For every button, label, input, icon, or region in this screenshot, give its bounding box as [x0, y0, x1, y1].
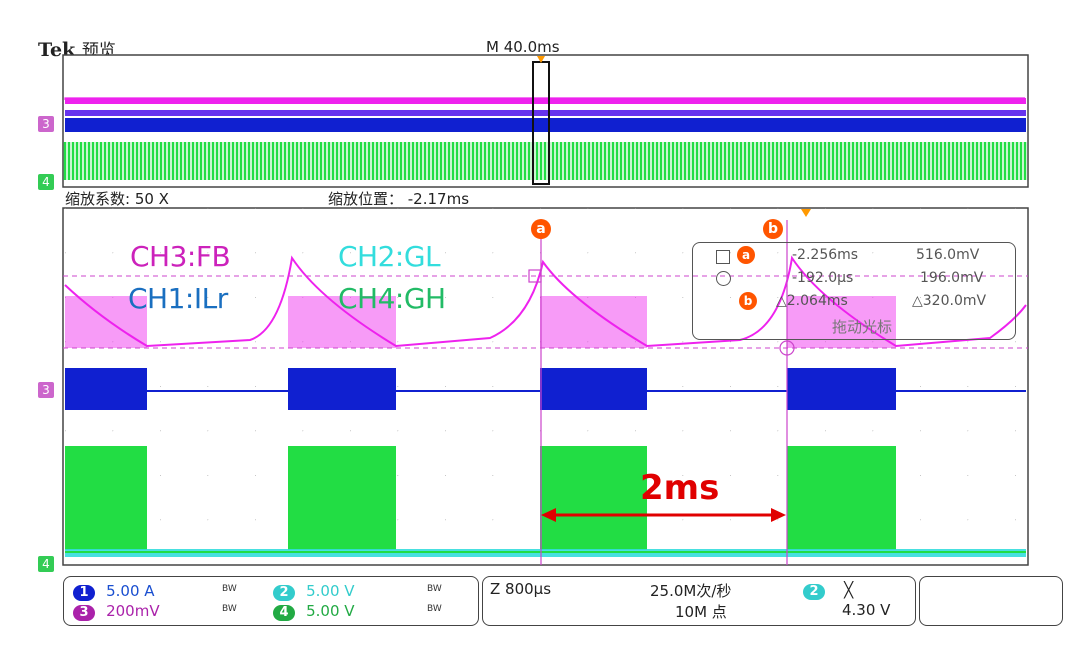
readout-badge-a: a [737, 246, 755, 264]
cursor-readout-panel[interactable] [692, 242, 1016, 340]
trigger-chip: 2 [803, 584, 825, 600]
trigger-position-icon [537, 56, 545, 63]
arrow-right-icon [771, 508, 786, 522]
ch1-burst-1 [288, 368, 396, 410]
ch2-chip: 2 [273, 585, 295, 601]
timebase-readout: M 40.0ms [486, 38, 560, 56]
drag-cursor-hint: 拖动光标 [832, 318, 893, 336]
ch4-annotation: CH4:GH [338, 282, 446, 315]
readout-delta-time: △2.064ms [776, 293, 848, 309]
readout-volt-b: 196.0mV [920, 270, 984, 286]
ch3-noise-band-2 [540, 296, 647, 348]
ch2-bw-icon: BW [427, 584, 442, 594]
ch3-marker[interactable]: 3 [38, 382, 54, 398]
ch3-setting[interactable]: 3 200mV [73, 601, 160, 621]
cursor-a-square-icon [528, 269, 542, 283]
ch1-chip: 1 [73, 585, 95, 601]
overview-ch4-trace [63, 142, 1027, 180]
ch1-burst-3 [787, 368, 896, 410]
interval-annotation: 2ms [640, 468, 720, 508]
cursor-b-badge[interactable]: b [763, 219, 783, 239]
ch2-annotation: CH2:GL [338, 240, 441, 273]
ch3-chip: 3 [73, 605, 95, 621]
trigger-level: 4.30 V [842, 601, 891, 619]
channel-settings-panel[interactable] [63, 576, 479, 626]
ch1-annotation: CH1:ILr [128, 282, 228, 315]
zoom-factor-label: 缩放系数: 50 X [65, 190, 169, 208]
trigger-slope-icon: ╳ [844, 581, 854, 599]
ch3-annotation: CH3:FB [130, 240, 231, 273]
overview-waveforms [63, 97, 1027, 180]
zoom-position-label: 缩放位置： -2.17ms [328, 190, 470, 208]
readout-time-b: -192.0μs [792, 270, 854, 286]
empty-panel[interactable] [919, 576, 1063, 626]
ch4-scale: 5.00 V [306, 602, 355, 620]
trigger-setting[interactable]: 2 ╳ [803, 580, 853, 600]
ch4-marker[interactable]: 4 [38, 556, 54, 572]
ch4-setting[interactable]: 4 5.00 V [273, 601, 355, 621]
ch3-fb-trace [64, 255, 1027, 348]
ch4-burst-0 [65, 446, 147, 550]
zoom-scale: Z 800μs [490, 580, 552, 598]
record-length: 10M 点 [675, 603, 727, 621]
ch1-bw-icon: BW [222, 584, 237, 594]
ch4-burst-1 [288, 446, 396, 550]
ch3-noise-band-1 [288, 296, 396, 348]
overview-ch1-band [65, 118, 1026, 132]
ch1-setting[interactable]: 1 5.00 A [73, 581, 155, 601]
ch3-scale: 200mV [106, 602, 160, 620]
overview-ch3-band [65, 98, 1026, 104]
ch1-burst-2 [540, 368, 647, 410]
cursor-b-circle-icon [779, 340, 795, 356]
square-cursor-icon [716, 250, 730, 264]
ch4-bw-icon: BW [427, 604, 442, 614]
arrow-left-icon [541, 508, 556, 522]
ch3-noise-band-0 [65, 296, 147, 348]
ch2-scale: 5.00 V [306, 582, 355, 600]
ch4-chip: 4 [273, 605, 295, 621]
ch4-burst-3 [787, 446, 896, 550]
main-waveforms [64, 255, 1027, 557]
ch1-burst-0 [65, 368, 147, 410]
readout-badge-b: b [739, 292, 757, 310]
overview-ch1-upper [65, 110, 1026, 116]
readout-delta-volt: △320.0mV [912, 293, 987, 309]
ch4-burst-2 [540, 446, 647, 550]
readout-time-a: -2.256ms [792, 247, 859, 263]
trigger-marker-icon [801, 209, 811, 217]
ch3-marker-overview[interactable]: 3 [38, 116, 54, 132]
acquisition-panel[interactable] [482, 576, 916, 626]
cursor-a-badge[interactable]: a [531, 219, 551, 239]
ch4-marker-overview[interactable]: 4 [38, 174, 54, 190]
sample-rate: 25.0M次/秒 [650, 582, 732, 600]
circle-cursor-icon [716, 271, 731, 286]
ch2-setting[interactable]: 2 5.00 V [273, 581, 355, 601]
ch1-scale: 5.00 A [106, 582, 155, 600]
readout-volt-a: 516.0mV [916, 247, 980, 263]
ch3-bw-icon: BW [222, 604, 237, 614]
